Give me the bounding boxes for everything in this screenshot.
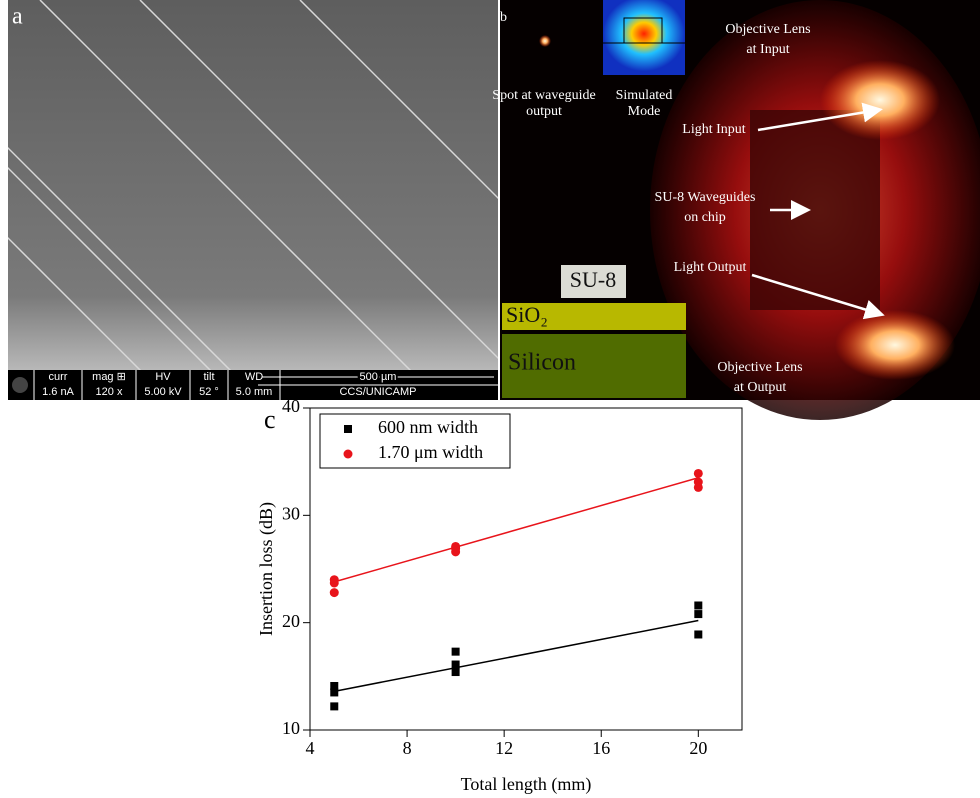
y-tick-label: 40 [282,396,300,416]
figure: curr 1.6 nA mag ⊞ 120 x HV 5.00 kV tilt 52 ° WD 5… [0,0,980,798]
chart: c Total length (mm) Insertion loss (dB) … [256,396,742,795]
detector-icon [12,377,28,393]
point [694,630,702,638]
info-value: 1.6 nA [42,386,74,398]
x-tick-label: 8 [403,738,412,758]
annotation: SU-8 Waveguides [655,190,756,205]
scale-label: 500 µm [360,371,397,383]
x-axis-label: Total length (mm) [461,774,592,795]
point [694,483,703,492]
y-tick-label: 10 [282,718,300,738]
info-value: 5.0 mm [236,386,273,398]
info-label: tilt [204,371,215,383]
annotation: output [526,104,562,119]
x-tick-label: 12 [495,738,513,758]
simulated-mode [603,0,685,75]
legend-marker [344,425,352,433]
annotation: at Output [734,380,787,395]
panel-label: b [500,10,507,25]
output-flare [835,310,955,380]
layer-label: SU-8 [570,267,616,292]
legend-label: 1.70 μm width [378,442,483,462]
info-label: HV [155,371,171,383]
point [330,578,339,587]
point [694,610,702,618]
annotation: on chip [684,210,726,225]
info-value: 120 x [96,386,123,398]
point [330,702,338,710]
annotation: Mode [628,104,661,119]
annotation: Objective Lens [725,22,810,37]
point [694,469,703,478]
legend-label: 600 nm width [378,417,478,437]
annotation: Light Input [682,122,745,137]
point [694,601,702,609]
y-axis-label: Insertion loss (dB) [256,502,277,636]
spot [539,35,551,47]
info-label: curr [49,371,68,383]
layer-label: SiO₂ [506,302,548,327]
x-tick-label: 16 [592,738,610,758]
x-tick-label: 4 [306,738,315,758]
point [330,588,339,597]
y-tick-label: 30 [282,503,300,523]
panel-label: c [264,405,276,434]
credit: CCS/UNICAMP [339,386,416,398]
x-tick-label: 20 [689,738,707,758]
info-label: mag ⊞ [92,371,126,383]
panel-b: b Spot at waveguide output Simulated Mod… [492,0,980,420]
layer-label: Silicon [508,350,576,376]
input-flare [820,60,940,140]
annotation: at Input [746,42,789,57]
info-label: WD [245,371,263,383]
point [452,668,460,676]
panel-label: a [12,4,23,30]
annotation: Spot at waveguide [492,88,595,103]
legend-marker [344,450,353,459]
annotation: Simulated [616,88,673,103]
annotation: Objective Lens [717,360,802,375]
info-value: 52 ° [199,386,219,398]
point [452,648,460,656]
point [330,688,338,696]
y-tick-label: 20 [282,611,300,631]
info-value: 5.00 kV [144,386,182,398]
annotation: Light Output [674,260,747,275]
sem-image [8,0,498,370]
